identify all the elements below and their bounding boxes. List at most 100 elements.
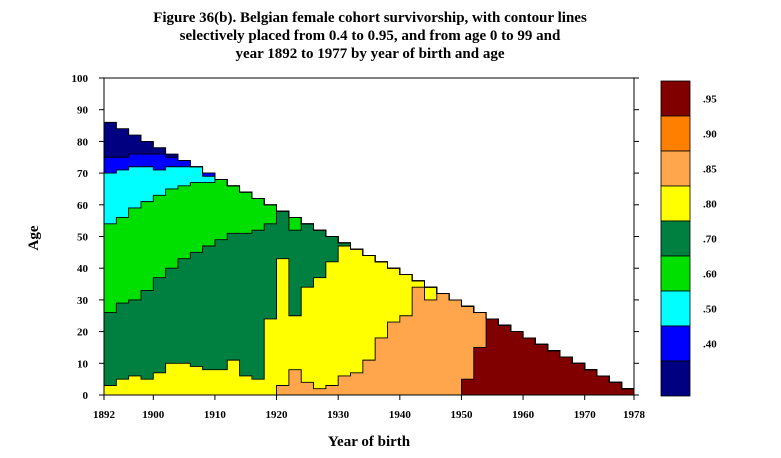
x-tick-label: 1970 — [574, 409, 597, 421]
legend-swatch — [660, 255, 691, 292]
region-p70-cell — [264, 223, 277, 319]
region-lt40-cell — [128, 135, 142, 155]
region-lt40-cell — [140, 141, 154, 155]
region-p70-cell — [288, 230, 302, 316]
region-p40-cell — [202, 173, 216, 177]
y-axis: 0 10 20 30 40 50 60 70 80 90 100 — [72, 73, 639, 402]
x-tick-label: 1940 — [389, 409, 412, 421]
region-p85-cell — [399, 315, 413, 395]
region-p85-cell — [350, 372, 364, 395]
region-p70-cell — [251, 230, 265, 380]
region-p60-cell — [227, 185, 240, 234]
legend-label: .80 — [703, 199, 717, 211]
y-tick-label: 30 — [77, 295, 89, 307]
chart-title-line-1: Figure 36(b). Belgian female cohort surv… — [153, 10, 587, 26]
region-p40-cell — [128, 154, 142, 167]
y-tick-label: 80 — [77, 136, 89, 148]
region-p50-cell — [128, 166, 142, 208]
region-p95-cell — [584, 369, 598, 395]
region-p70-cell — [153, 277, 167, 373]
region-lt40-cell — [153, 147, 167, 155]
region-p50-cell — [177, 166, 191, 186]
region-p60-cell — [140, 201, 154, 291]
region-p95-cell — [473, 347, 487, 395]
region-lt40-cell — [116, 128, 130, 158]
region-p95-cell — [597, 375, 610, 395]
region-p50-cell — [104, 173, 117, 224]
region-p80-cell — [362, 255, 376, 361]
region-p70-cell — [165, 268, 179, 364]
region-p80-cell — [276, 258, 290, 386]
region-p80-cell — [301, 287, 314, 383]
x-axis-title: Year of birth — [328, 434, 411, 450]
region-p40-cell — [165, 157, 179, 167]
region-p60-cell — [128, 207, 142, 300]
region-p60-cell — [104, 223, 117, 313]
y-tick-label: 50 — [77, 232, 89, 244]
region-p50-cell — [202, 176, 216, 183]
region-p80-cell — [313, 277, 327, 389]
region-p80-cell — [177, 363, 191, 395]
y-tick-label: 100 — [72, 73, 89, 85]
region-p85-cell — [461, 306, 475, 380]
region-p80-cell — [214, 369, 228, 395]
region-p60-cell — [116, 217, 130, 304]
region-p85-cell — [301, 382, 314, 395]
y-tick-label: 70 — [77, 168, 89, 180]
chart-title-line-2: selectively placed from 0.4 to 0.95, and… — [179, 28, 561, 44]
legend-label: .70 — [703, 234, 717, 246]
legend-label: .90 — [703, 129, 717, 141]
region-p80-cell — [350, 249, 364, 373]
region-p70-cell — [313, 230, 327, 278]
region-p60-cell — [288, 217, 302, 231]
region-lt40-cell — [104, 122, 117, 158]
region-p80-cell — [116, 379, 130, 395]
x-tick-label: 1950 — [450, 409, 473, 421]
region-p80-cell — [325, 261, 339, 386]
region-p80-cell — [202, 369, 216, 395]
region-p85-cell — [338, 375, 351, 395]
region-p95-cell — [523, 337, 536, 395]
region-p70-cell — [325, 236, 339, 262]
region-p85-cell — [288, 369, 302, 395]
x-tick-label: 1910 — [204, 409, 227, 421]
legend-label: .60 — [703, 269, 717, 281]
region-p85-cell — [387, 322, 401, 395]
region-p85-cell — [436, 293, 450, 395]
region-p80-cell — [251, 379, 265, 395]
region-p60-cell — [177, 185, 191, 259]
region-p70-cell — [214, 239, 228, 370]
region-p80-cell — [399, 274, 413, 316]
region-p95-cell — [510, 331, 524, 395]
legend-swatch — [660, 220, 691, 257]
region-p50-cell — [165, 166, 179, 189]
region-p80-cell — [104, 385, 117, 395]
region-p80-cell — [424, 287, 438, 300]
region-p40-cell — [177, 160, 191, 167]
y-tick-label: 0 — [83, 390, 89, 402]
region-p70-cell — [116, 303, 130, 380]
region-p60-cell — [202, 182, 216, 247]
region-p85-cell — [362, 360, 376, 395]
x-tick-label: 1892 — [93, 409, 116, 421]
y-tick-label: 40 — [77, 263, 89, 275]
region-p95-cell — [572, 363, 586, 395]
region-p85-cell — [276, 385, 290, 395]
region-p80-cell — [412, 280, 425, 288]
y-tick-label: 60 — [77, 200, 89, 212]
region-p60-cell — [239, 192, 253, 234]
region-p60-cell — [214, 179, 228, 240]
region-p60-cell — [264, 204, 277, 224]
region-p95-cell — [609, 382, 623, 395]
legend-label: .85 — [703, 164, 717, 176]
region-p40-cell — [116, 157, 130, 170]
region-p95-cell — [535, 344, 549, 395]
region-p50-cell — [190, 166, 204, 183]
region-p70-cell — [227, 233, 240, 361]
region-p70-cell — [177, 258, 191, 364]
x-tick-label: 1960 — [512, 409, 535, 421]
region-p80-cell — [140, 379, 154, 395]
x-tick-label: 1978 — [623, 409, 646, 421]
region-p85-cell — [325, 385, 339, 395]
